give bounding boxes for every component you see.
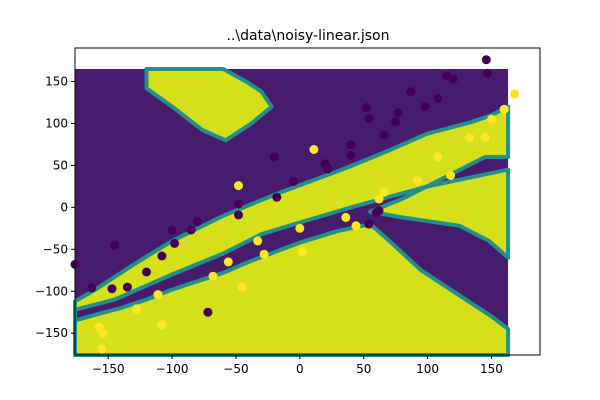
point-class-0-8 [170, 238, 180, 248]
axes-frame [74, 47, 541, 356]
point-class-1-25 [499, 104, 509, 114]
point-class-0-16 [288, 176, 298, 186]
point-class-1-9 [234, 181, 243, 191]
x-tick-label: −150 [92, 362, 125, 376]
point-class-1-19 [412, 176, 422, 185]
point-class-0-34 [481, 55, 491, 65]
point-class-0-9 [186, 225, 196, 235]
data-points [70, 55, 519, 354]
y-tick-label: 0 [60, 200, 68, 214]
point-class-0-26 [379, 130, 389, 140]
point-class-0-2 [110, 240, 120, 250]
point-class-1-17 [374, 194, 384, 204]
point-class-1-15 [341, 212, 351, 222]
y-axis: −150 −100 −50 0 50 100 150 [35, 75, 75, 340]
point-class-0-20 [346, 150, 356, 160]
point-class-0-15 [272, 192, 282, 202]
point-class-1-10 [253, 236, 263, 246]
point-class-1-5 [157, 320, 167, 330]
point-class-1-8 [237, 282, 247, 292]
point-class-0-19 [346, 140, 356, 149]
decision-regions [73, 67, 511, 357]
point-class-1-1 [98, 328, 108, 338]
chart-title: ..\data\noisy-linear.json [227, 28, 390, 44]
x-axis: −150 −100 −50 0 50 100 150 [92, 355, 503, 376]
point-class-0-25 [374, 206, 384, 216]
point-class-0-33 [448, 74, 458, 84]
y-tick-label: −150 [35, 326, 68, 340]
point-class-1-18 [379, 187, 389, 197]
point-class-0-31 [433, 93, 443, 103]
point-class-0-35 [483, 68, 493, 78]
point-class-1-14 [309, 145, 319, 154]
point-class-1-20 [433, 152, 443, 162]
point-class-1-7 [223, 257, 233, 267]
point-class-0-10 [193, 217, 203, 227]
region-class-1-0 [144, 67, 274, 143]
x-tick-label: −50 [223, 362, 248, 376]
point-class-0-29 [406, 87, 416, 97]
y-tick-label: −100 [35, 284, 68, 298]
point-class-1-11 [259, 249, 269, 259]
y-tick-label: 150 [45, 75, 68, 89]
point-class-1-13 [297, 247, 307, 257]
point-class-1-3 [131, 304, 141, 314]
point-class-0-3 [107, 284, 117, 294]
point-class-0-30 [420, 102, 430, 112]
point-class-1-6 [208, 271, 218, 281]
point-class-0-14 [269, 152, 279, 162]
y-tick-label: 50 [53, 158, 68, 172]
point-class-0-13 [234, 210, 243, 220]
x-tick-label: 100 [416, 362, 439, 376]
point-class-0-1 [87, 283, 97, 293]
point-class-1-22 [465, 133, 475, 143]
point-class-0-7 [167, 225, 177, 235]
point-class-0-6 [157, 251, 167, 261]
point-class-1-26 [510, 89, 519, 99]
point-class-0-18 [323, 164, 333, 174]
y-tick-label: −50 [43, 242, 68, 256]
x-tick-label: 150 [480, 362, 503, 376]
point-class-0-27 [391, 117, 401, 127]
point-class-1-2 [97, 344, 107, 354]
point-class-1-16 [351, 221, 361, 231]
point-class-1-12 [295, 223, 305, 233]
point-class-1-23 [480, 133, 490, 143]
point-class-0-21 [361, 103, 371, 113]
point-class-0-28 [393, 108, 403, 118]
point-class-0-5 [142, 267, 151, 277]
x-tick-label: 50 [356, 362, 371, 376]
plot-area [70, 47, 541, 357]
point-class-0-22 [364, 114, 374, 123]
point-class-0-23 [364, 219, 374, 229]
y-tick-label: 100 [45, 116, 68, 130]
point-class-1-4 [153, 290, 163, 300]
point-class-0-11 [203, 307, 213, 317]
point-class-1-24 [487, 114, 496, 124]
x-tick-label: −100 [156, 362, 189, 376]
point-class-0-4 [122, 282, 132, 292]
point-class-0-12 [234, 199, 243, 209]
x-tick-label: 0 [296, 362, 304, 376]
point-class-1-21 [446, 171, 456, 180]
